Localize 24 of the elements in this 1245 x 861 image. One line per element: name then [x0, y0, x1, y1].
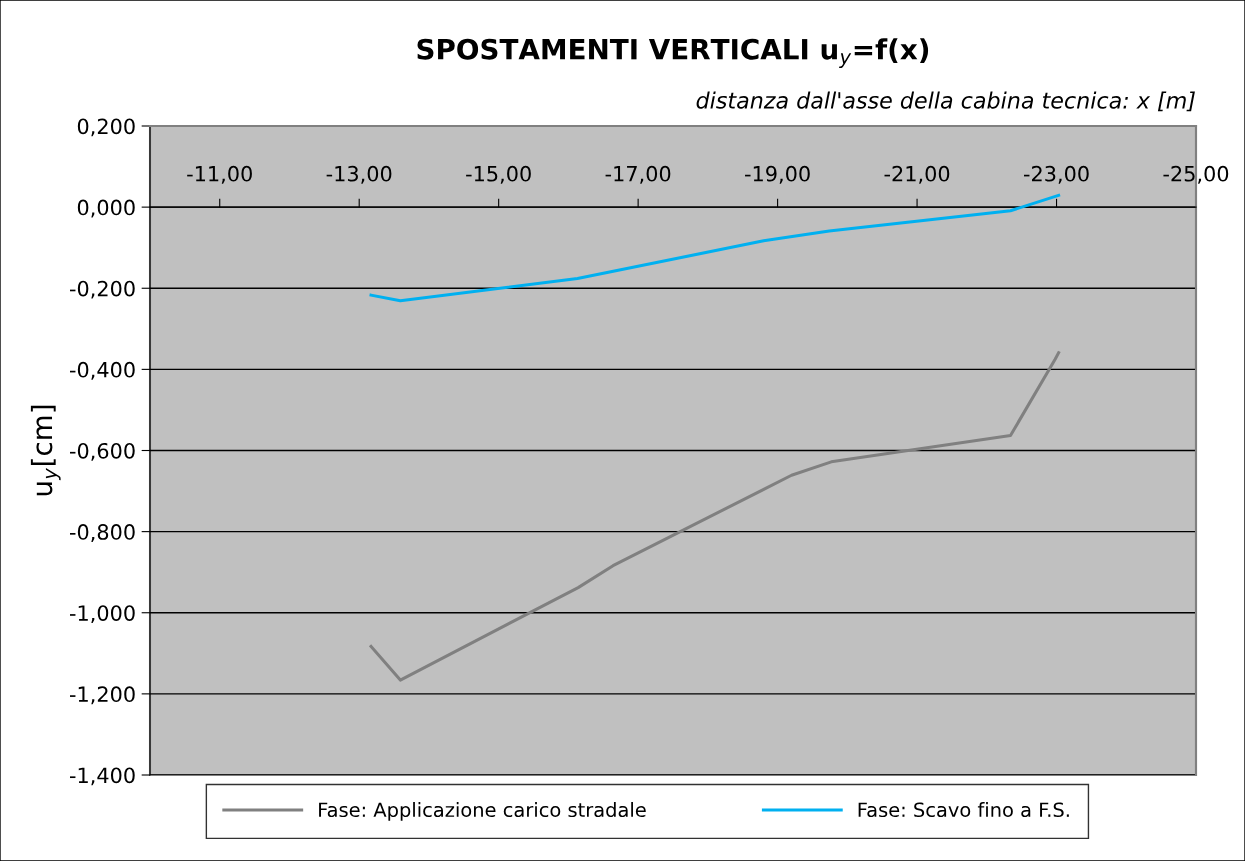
chart-title: SPOSTAMENTI VERTICALI u$_{y}$=f(x) — [417, 38, 929, 68]
y-tick-label: -1,000 — [69, 605, 135, 624]
y-tick-label: 0,000 — [77, 199, 135, 218]
y-tick-label: -1,400 — [69, 767, 135, 786]
x-tick-label: -21,00 — [884, 165, 950, 184]
x-axis-title: distanza dall'asse della cabina tecnica: x [m] — [696, 91, 1195, 112]
legend-label: Fase: Scavo fino a F.S. — [858, 802, 1069, 818]
x-tick-label: -25,00 — [1163, 165, 1229, 184]
line-series — [369, 351, 1061, 682]
x-tick-label: -23,00 — [1023, 165, 1089, 184]
x-tick-label: -19,00 — [745, 165, 810, 184]
x-tick-label: -11,00 — [187, 165, 252, 184]
legend-label: Fase: Applicazione carico stradale — [319, 802, 646, 821]
y-tick-label: -0,400 — [69, 361, 135, 380]
y-tick-label: -0,200 — [69, 280, 135, 299]
y-tick-label: -0,600 — [69, 442, 135, 461]
y-tick-label: 0,200 — [77, 118, 135, 137]
x-tick-label: -13,00 — [326, 165, 392, 184]
x-tick-label: -17,00 — [605, 165, 671, 184]
line-series — [369, 193, 1061, 303]
y-tick-label: -1,200 — [69, 686, 135, 705]
y-axis-title: u$_{y}$[cm] — [30, 405, 61, 496]
x-tick-label: -15,00 — [466, 165, 531, 184]
y-tick-label: -0,800 — [69, 524, 135, 542]
